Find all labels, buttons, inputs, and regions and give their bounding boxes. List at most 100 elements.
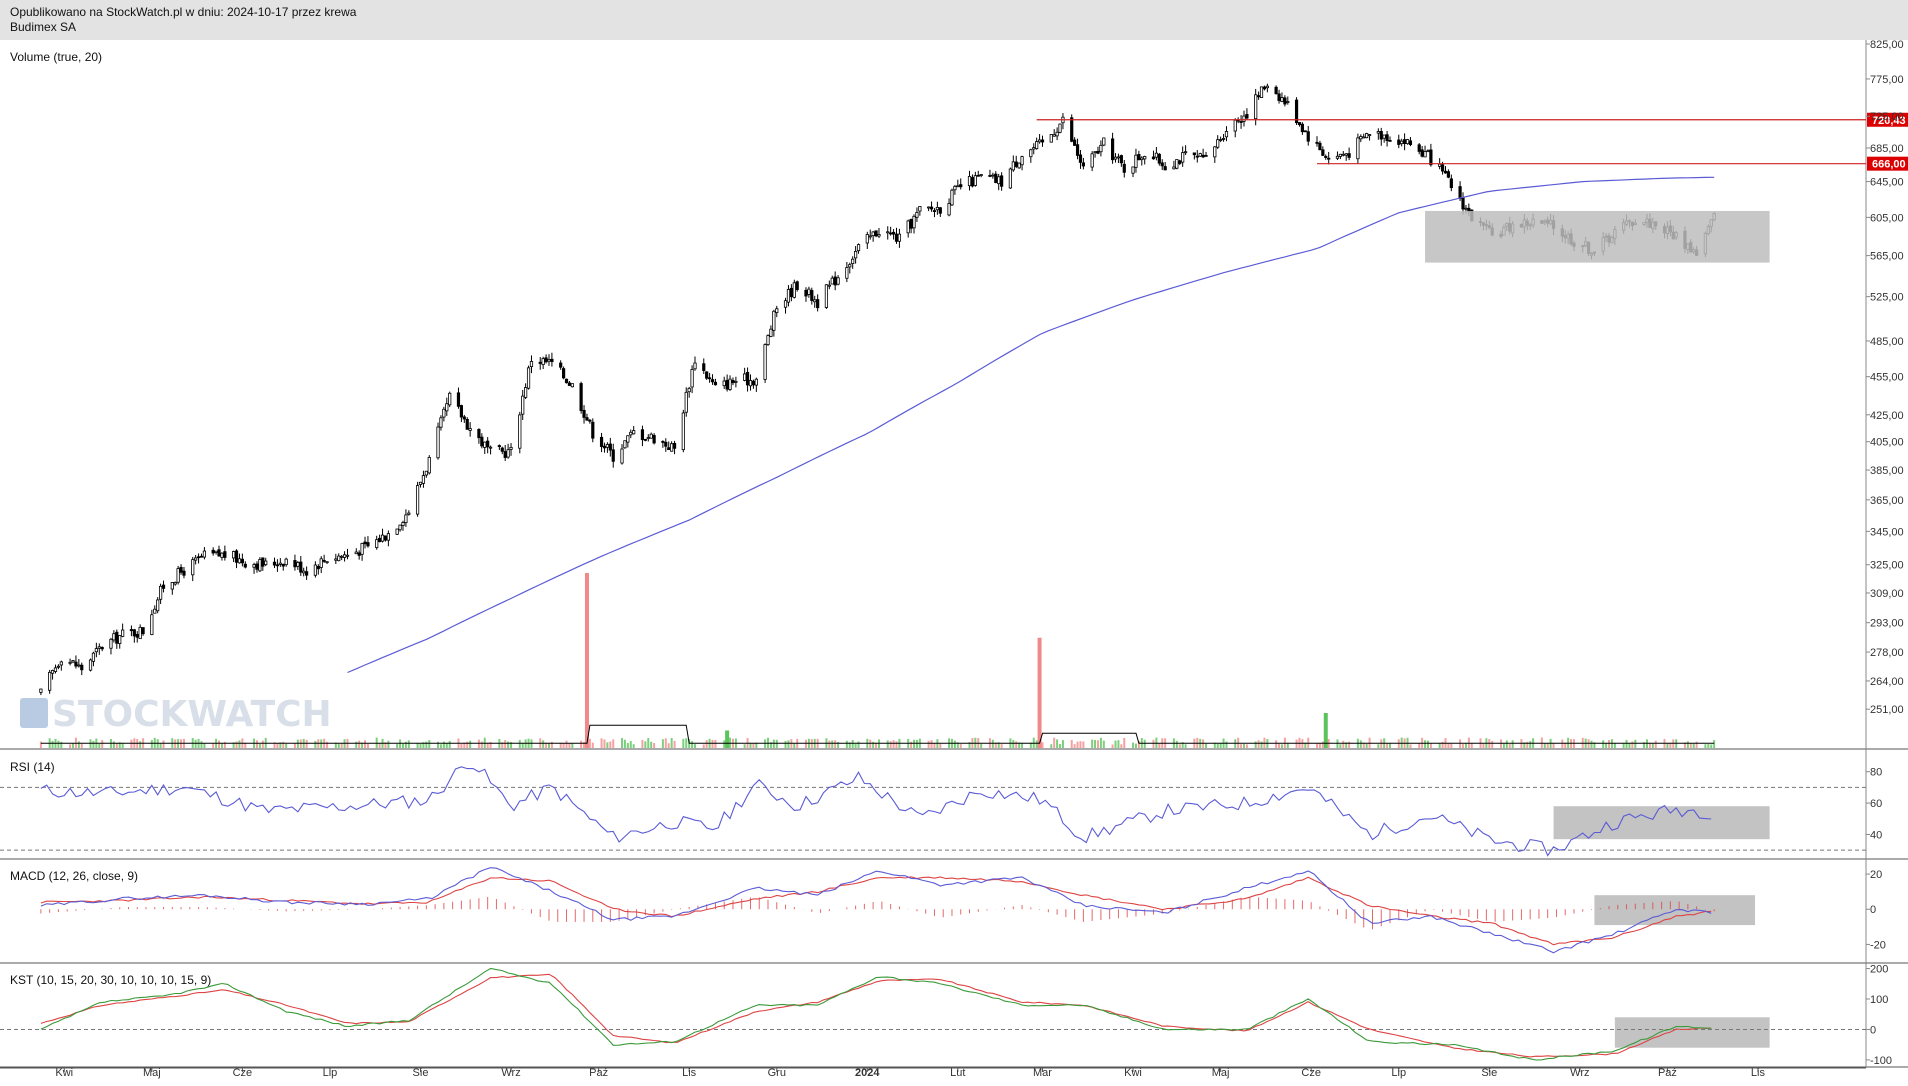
price-candle [284,557,288,567]
price-candle [1347,147,1351,161]
price-candle [325,561,329,565]
price-candle [1037,134,1042,144]
volume-bar [378,743,381,748]
x-tick-label: Sie [413,1067,429,1079]
volume-bar [174,739,177,748]
volume-bar [1625,739,1628,748]
volume-bar [1689,743,1692,748]
price-candle [541,356,545,370]
price-candle [591,418,595,443]
volume-bar [1713,740,1716,748]
price-candle [1321,146,1325,156]
volume-bar [1552,743,1555,748]
volume-bar [1123,738,1126,748]
volume-bar [1243,744,1245,748]
volume-bar [1590,740,1593,748]
volume-bar [80,743,83,748]
kst-line [40,967,1712,1061]
price-candle [693,356,697,371]
price-candle [827,280,831,290]
volume-bar [545,742,548,748]
price-candle [830,275,834,285]
volume-bar [600,738,603,748]
price-candle [967,170,972,191]
price-candle [100,646,104,652]
price-candle [1242,110,1246,127]
volume-bar [1114,740,1117,748]
volume-bar [469,740,472,748]
price-candle [871,231,875,242]
price-candle [670,441,674,452]
volume-bar [1418,743,1421,748]
price-candle [68,658,72,666]
volume-bar [857,741,860,748]
price-candle [191,556,195,582]
price-candle [754,377,758,392]
volume-bar [92,740,95,748]
volume-bar [571,743,574,748]
volume-bar [550,741,553,748]
x-tick-label: Gru [768,1067,786,1079]
volume-bar [1000,744,1003,748]
volume-bar [112,741,115,748]
price-candle [293,554,297,571]
watermark-text: STOCKWATCH [52,694,332,735]
price-candle [646,434,650,442]
volume-bar [1134,743,1137,748]
price-candle [789,284,793,302]
price-candle [1286,96,1290,105]
volume-bar [691,741,694,748]
price-candle [118,634,122,649]
price-candle [486,437,490,454]
price-candle [1014,155,1018,169]
x-tick-label: Paź [1658,1067,1677,1079]
volume-bar [162,740,165,748]
price-candle [1385,130,1389,147]
price-candle [59,660,63,671]
x-tick-label: Lip [1391,1067,1406,1079]
price-tick-label: 425,00 [1870,410,1904,422]
price-candle [652,433,656,445]
volume-bar [793,743,796,748]
volume-bar [915,739,918,748]
price-candle [611,443,615,468]
volume-bar [1316,743,1319,748]
price-candle [398,524,402,532]
x-tick-label: Maj [1212,1067,1230,1079]
price-candle [480,433,484,449]
price-candle [418,481,423,488]
price-candle [1277,89,1281,104]
volume-bar [448,740,451,748]
price-candle [56,664,61,670]
volume-bar [1158,743,1161,748]
price-candle [623,440,627,449]
volume-spike-bar [584,573,589,748]
price-candle [1178,159,1182,166]
volume-bar [428,740,431,748]
price-candle [1221,133,1226,142]
price-tick-label: 455,00 [1870,372,1904,384]
price-candle [664,438,668,452]
price-candle [775,305,779,318]
price-candle [97,643,101,655]
volume-bar [664,738,667,748]
volume-bar [997,742,1000,748]
price-candle [702,358,706,375]
price-candle [868,229,872,240]
price-candle [1376,128,1380,140]
price-candle [1303,130,1307,133]
price-tick-label: 385,00 [1870,465,1904,477]
kst-highlight-box [1614,1017,1770,1048]
volume-bar [1342,740,1345,748]
volume-bar [621,738,623,748]
volume-bar [1438,743,1441,748]
price-candle [1362,133,1366,139]
price-candle [1081,157,1085,170]
volume-bar [837,741,840,748]
price-candle [1134,148,1138,173]
volume-bar [632,744,635,748]
volume-bar [612,739,615,748]
volume-bar [1278,743,1281,748]
volume-bar [480,741,483,748]
price-candle [1192,152,1196,160]
